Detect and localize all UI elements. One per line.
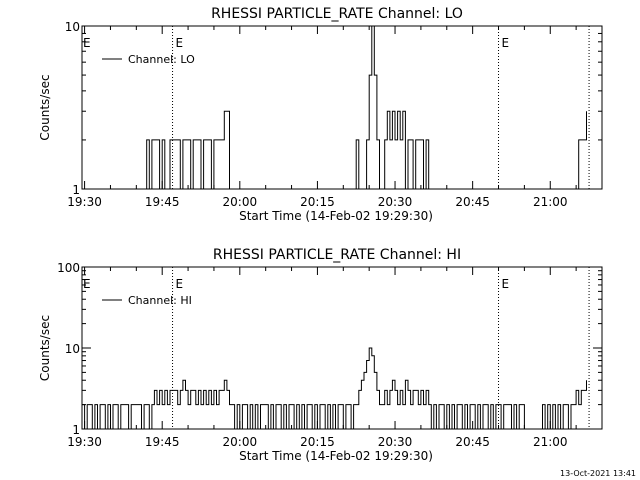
x-axis-label: Start Time (14-Feb-02 19:29:30) [239,449,433,463]
event-line-label: E [83,277,91,291]
panel-hi: RHESSI PARTICLE_RATE Channel: HI 1 10 100 19… [38,247,603,463]
event-line-label: E [176,36,184,50]
chart-title: RHESSI PARTICLE_RATE Channel: LO [211,6,463,22]
chart-title: RHESSI PARTICLE_RATE Channel: HI [213,247,461,263]
x-tick-label: 20:30 [378,195,413,209]
event-line-label: E [176,277,184,291]
x-tick-label: 19:30 [67,435,102,449]
series-line [82,25,587,190]
event-line-label: E [502,277,510,291]
x-tick-label: 20:15 [300,435,335,449]
x-tick-label: 20:15 [300,195,335,209]
y-tick-label: 1 [72,423,80,437]
event-line-label: E [502,36,510,50]
panel-lo: RHESSI PARTICLE_RATE Channel: LO 1 10 19:30… [38,6,603,223]
x-tick-label: 20:30 [378,435,413,449]
footer-timestamp: 13-Oct-2021 13:41 [560,469,636,478]
x-tick-label: 19:45 [145,195,180,209]
x-tick-label: 20:00 [223,195,258,209]
x-tick-label: 19:45 [145,435,180,449]
x-axis-label: Start Time (14-Feb-02 19:29:30) [239,209,433,223]
x-tick-label: 19:30 [67,195,102,209]
y-tick-label: 1 [72,183,80,197]
y-tick-label: 100 [57,261,80,275]
event-line-label: E [83,36,91,50]
x-tick-label: 20:45 [455,195,490,209]
y-axis-label: Counts/sec [38,74,52,140]
x-tick-label: 20:00 [223,435,258,449]
series-line [82,347,587,430]
x-tick-label: 21:00 [533,435,568,449]
y-tick-label: 10 [65,20,80,34]
x-tick-label: 21:00 [533,195,568,209]
y-tick-label: 10 [65,342,80,356]
y-axis-label: Counts/sec [38,315,52,381]
x-tick-label: 20:45 [455,435,490,449]
legend-entry: Channel: LO [128,53,195,66]
legend-entry: Channel: HI [128,294,192,307]
